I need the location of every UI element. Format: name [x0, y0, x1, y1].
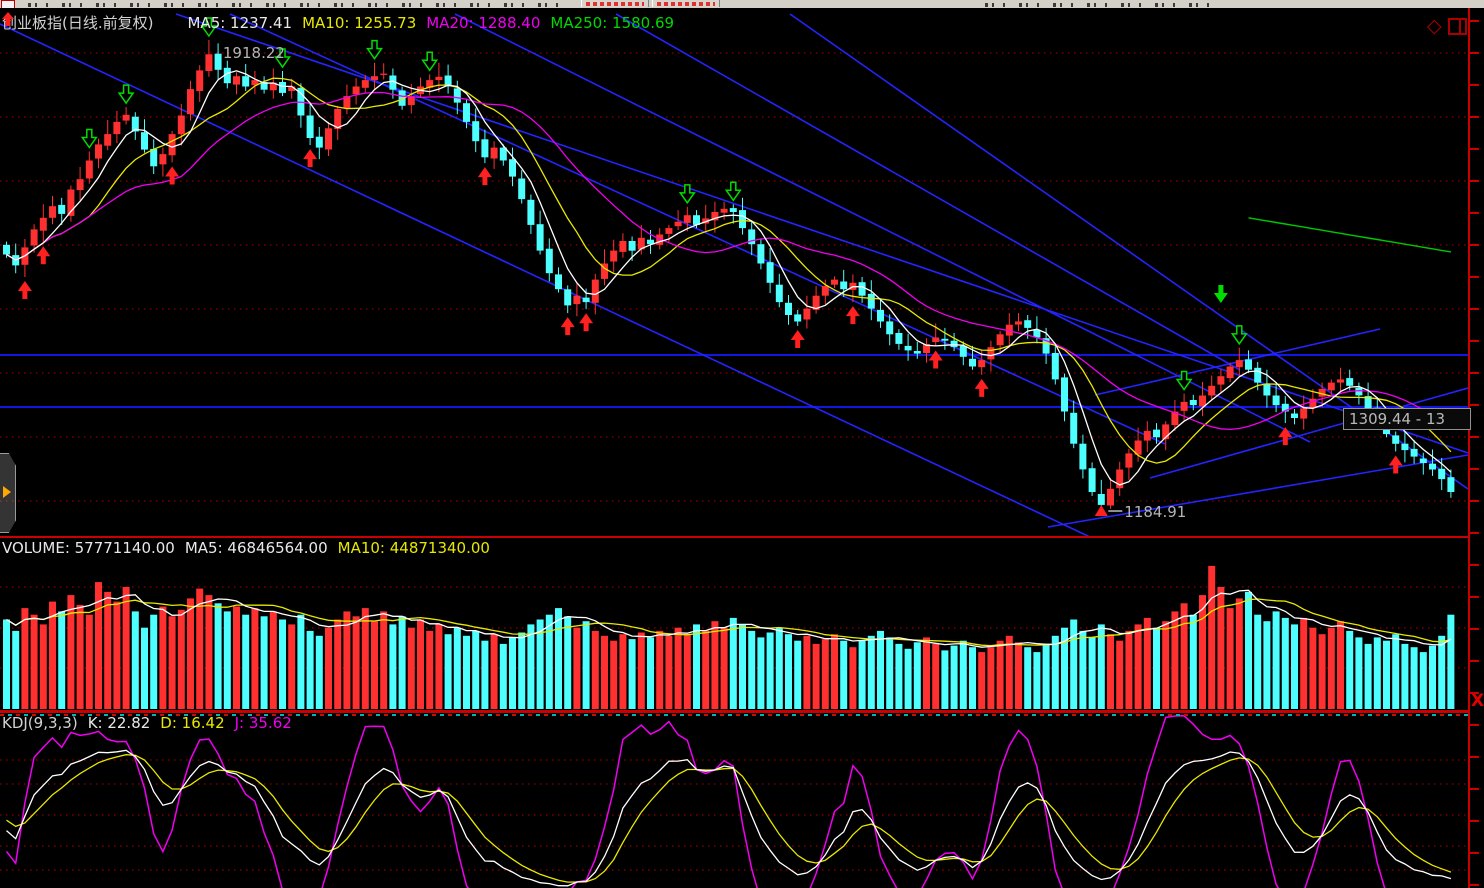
ma20-value: MA20: 1288.40 — [426, 14, 541, 32]
kdj-j-value: J: 35.62 — [234, 714, 292, 732]
ma5-value: MA5: 1237.41 — [187, 14, 293, 32]
kdj-j-line — [5, 715, 1386, 888]
kdj-d-line — [6, 754, 1452, 883]
volume-ma10-line — [6, 598, 1452, 647]
low-price-label: 1184.91 — [1124, 503, 1186, 521]
kdj-gridlines — [0, 759, 1468, 871]
kdj-d-value: D: 16.42 — [160, 714, 225, 732]
menu-red-button-1-label — [586, 2, 644, 6]
volume-ma5-value: MA5: 46846564.00 — [184, 539, 328, 557]
ma250-line — [1248, 217, 1452, 253]
candlestick-chart[interactable]: 1918.22 1184.91 — [0, 8, 1484, 888]
left-panel-expander[interactable] — [0, 453, 16, 533]
volume-ma10-value: MA10: 44871340.00 — [337, 539, 490, 557]
kdj-k-line — [6, 749, 1452, 887]
price-gridlines — [0, 52, 1468, 502]
split-window-icon[interactable] — [1448, 18, 1467, 35]
ma10-line — [6, 77, 1452, 464]
kdj-k-value: K: 22.82 — [87, 714, 151, 732]
ma250-value: MA250: 1580.69 — [550, 14, 675, 32]
candles — [3, 40, 1455, 512]
symbol-title: 创业板指(日线.前复权) — [2, 14, 154, 32]
trend-up-arrow-icon — [2, 12, 177, 30]
kdj-top-dotted-line — [0, 714, 1470, 716]
menu-red-button-2-label — [657, 2, 715, 6]
pane-close-button[interactable]: X — [1471, 691, 1484, 711]
menu-red-button-1[interactable] — [581, 0, 649, 7]
volume-pane-header: VOLUME: 57771140.00 MA5: 46846564.00 MA10:… — [2, 539, 500, 557]
chart-stage: 1918.22 1184.91 创业板指(日线.前复权) MA5: 1237.41 M… — [0, 8, 1484, 888]
low-marker-icon — [1094, 505, 1108, 517]
sell-markers — [80, 17, 1248, 391]
buy-markers — [17, 149, 1403, 474]
volume-value: VOLUME: 57771140.00 — [2, 539, 175, 557]
ma5-line — [6, 70, 1452, 486]
kdj-pane-header: KDJ(9,3,3) K: 22.82 D: 16.42 J: 35.62 — [2, 714, 302, 732]
ma20-line — [6, 91, 1452, 431]
menu-red-button-2[interactable] — [652, 0, 720, 7]
volume-ma5-line — [6, 589, 1452, 648]
price-annotations: 1918.22 1184.91 — [223, 44, 1186, 521]
pane-separator-2[interactable] — [0, 710, 1470, 713]
high-price-label: 1918.22 — [223, 44, 285, 62]
trendlines — [0, 13, 1468, 536]
menu-items-clipped[interactable] — [28, 3, 568, 7]
volume-bars — [3, 565, 1455, 709]
right-axis — [1468, 8, 1479, 888]
diamond-icon[interactable]: ◇ — [1427, 15, 1442, 37]
kdj-label: KDJ(9,3,3) — [2, 714, 78, 732]
horizontal-support-lines — [0, 354, 1468, 408]
ma10-value: MA10: 1255.73 — [302, 14, 417, 32]
trendline-tooltip: 1309.44 - 13 — [1343, 408, 1471, 430]
pane-separator-1[interactable] — [0, 536, 1470, 538]
menu-items-clipped-right[interactable] — [985, 3, 1210, 7]
price-pane-header: 创业板指(日线.前复权) MA5: 1237.41 MA10: 1255.73 MA2… — [2, 12, 684, 33]
